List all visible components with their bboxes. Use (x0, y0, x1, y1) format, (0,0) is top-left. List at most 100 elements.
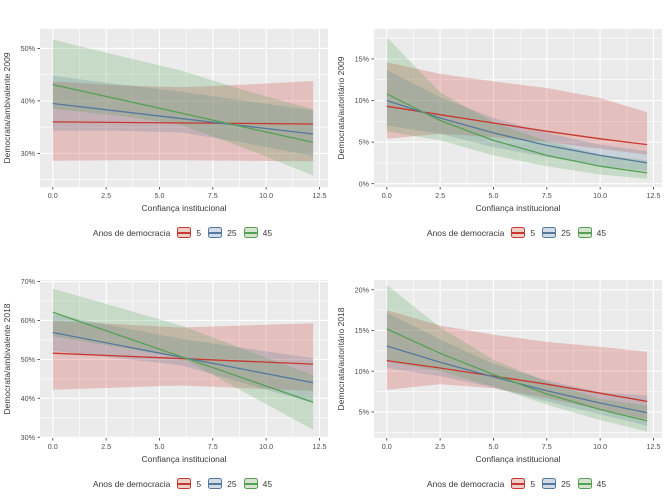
y-tick-label: 20% (355, 285, 370, 294)
y-tick-label: 0% (359, 179, 370, 188)
confidence-band (52, 75, 314, 156)
x-tick-label: 7.5 (542, 442, 552, 451)
legend-title: Anos de democracia (92, 227, 171, 238)
confidence-band (52, 81, 314, 162)
legend-key-5 (177, 227, 192, 238)
x-tick-label: 12.5 (312, 442, 326, 451)
trend-line (386, 359, 648, 403)
confidence-band (52, 39, 314, 176)
x-tick-label: 5.0 (154, 442, 164, 451)
y-tick-label: 10% (355, 96, 370, 105)
legend-key-line (512, 483, 525, 485)
chart-facet-bottom-right: 0.0 2.5 5.0 7.5 10.0 12.5 5% 10% 15% 20% Confiança… (334, 251, 668, 502)
trend-line (386, 99, 648, 164)
y-tick-label: 30% (21, 149, 36, 158)
y-tick-label: 15% (355, 326, 370, 335)
legend-item-label: 45 (596, 478, 607, 489)
legend-item-label: 5 (196, 227, 202, 238)
legend-key-45 (577, 478, 592, 489)
trend-line (52, 352, 314, 365)
legend-key-25 (542, 478, 557, 489)
x-tick-label: 0.0 (48, 442, 58, 451)
x-tick-label: 10.0 (593, 191, 607, 200)
legend-item-label: 45 (262, 478, 273, 489)
legend-key-line (244, 483, 257, 485)
legend-title: Anos de democracia (426, 478, 505, 489)
trend-line (52, 311, 314, 403)
y-tick-label: 40% (21, 394, 36, 403)
legend-title: Anos de democracia (426, 227, 505, 238)
x-tick-label: 5.0 (488, 191, 498, 200)
legend-item-label: 5 (530, 227, 536, 238)
chart-canvas: 0.0 2.5 5.0 7.5 10.0 12.5 30% 40% 50% Confiança i… (2, 29, 328, 213)
legend: Anos de democracia 5 25 45 (374, 478, 662, 489)
y-tick-label: 30% (21, 433, 36, 442)
legend-key-line (543, 483, 556, 485)
chart-facet-top-left: 0.0 2.5 5.0 7.5 10.0 12.5 30% 40% 50% Confiança i… (0, 0, 334, 251)
x-axis-title: Confiança institucional (475, 454, 560, 464)
x-tick-label: 7.5 (208, 191, 218, 200)
legend-item-label: 45 (262, 227, 273, 238)
legend: Anos de democracia 5 25 45 (40, 227, 328, 238)
x-tick-label: 5.0 (488, 442, 498, 451)
x-tick-label: 0.0 (48, 191, 58, 200)
confidence-band (386, 310, 648, 420)
legend-key-line (244, 232, 257, 234)
chart-facet-bottom-left: 0.0 2.5 5.0 7.5 10.0 12.5 30% 40% 50% 60% 70% Confi… (0, 251, 334, 502)
legend-key-line (578, 232, 591, 234)
trend-line (52, 121, 314, 125)
legend: Anos de democracia 5 25 45 (40, 478, 328, 489)
y-tick-label: 15% (355, 55, 370, 64)
x-tick-label: 5.0 (154, 191, 164, 200)
confidence-band (52, 288, 314, 430)
y-axis-title: Democrata/ambivalente 2018 (2, 303, 12, 414)
legend-key-line (178, 232, 191, 234)
y-axis-title: Democrata/autoritário 2018 (336, 307, 346, 410)
y-tick-label: 70% (21, 277, 36, 286)
y-tick-label: 5% (359, 408, 370, 417)
x-tick-label: 2.5 (435, 442, 445, 451)
confidence-band (52, 320, 314, 391)
y-axis-title: Democrata/autoritário 2009 (336, 56, 346, 159)
legend-item-label: 25 (227, 227, 237, 238)
confidence-band (386, 62, 648, 155)
legend-key-25 (208, 478, 223, 489)
trend-line (52, 102, 314, 135)
chart-facet-top-right: 0.0 2.5 5.0 7.5 10.0 12.5 0% 5% 10% 15% Confiança … (334, 0, 668, 251)
legend-item-label: 25 (561, 478, 571, 489)
confidence-band (386, 69, 648, 172)
x-tick-label: 0.0 (382, 442, 392, 451)
legend-key-45 (243, 227, 258, 238)
y-tick-label: 60% (21, 316, 36, 325)
x-tick-label: 10.0 (259, 442, 273, 451)
x-axis-title: Confiança institucional (141, 203, 226, 213)
chart-canvas: 0.0 2.5 5.0 7.5 10.0 12.5 30% 40% 50% 60% 70% Confi… (2, 277, 328, 464)
plot-panel (374, 29, 662, 187)
legend-item-label: 25 (561, 227, 571, 238)
legend-key-25 (542, 227, 557, 238)
x-tick-label: 12.5 (646, 442, 660, 451)
legend-key-line (209, 232, 222, 234)
x-tick-label: 2.5 (101, 191, 111, 200)
x-tick-label: 2.5 (435, 191, 445, 200)
y-tick-label: 5% (359, 138, 370, 147)
trend-line (386, 105, 648, 146)
legend-key-5 (177, 478, 192, 489)
x-tick-label: 7.5 (208, 442, 218, 451)
legend-key-line (178, 483, 191, 485)
chart-canvas: 0.0 2.5 5.0 7.5 10.0 12.5 5% 10% 15% 20% Confiança… (336, 280, 662, 464)
y-tick-label: 50% (21, 44, 36, 53)
legend-key-5 (511, 227, 526, 238)
trend-line (386, 328, 648, 422)
trend-line (386, 93, 648, 174)
x-tick-label: 10.0 (593, 442, 607, 451)
y-tick-label: 50% (21, 355, 36, 364)
legend-key-5 (511, 478, 526, 489)
legend-key-25 (208, 227, 223, 238)
legend-item-label: 25 (227, 478, 237, 489)
y-axis-title: Democrata/ambivalente 2009 (2, 52, 12, 163)
y-tick-label: 40% (21, 97, 36, 106)
legend-key-line (209, 483, 222, 485)
x-axis-title: Confiança institucional (475, 203, 560, 213)
